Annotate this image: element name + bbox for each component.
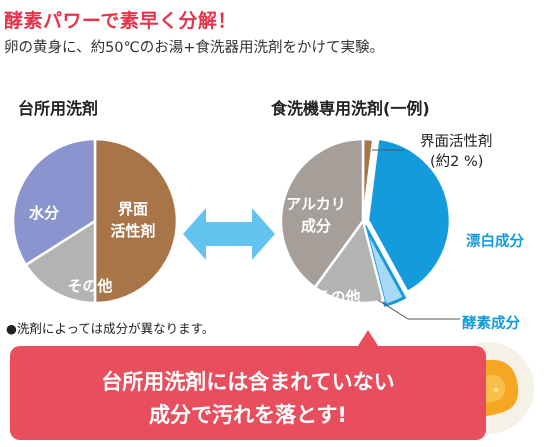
pie-slice-bleach — [366, 137, 452, 294]
pie-slice-other — [313, 218, 385, 305]
pie-slice-alkali — [279, 137, 365, 290]
banner-pointer — [356, 330, 380, 349]
callout-bleach-label: 漂白成分 — [466, 232, 524, 250]
banner-line-2: 成分で汚れを落とす! — [149, 403, 347, 427]
chart-title-kitchen-detergent: 台所用洗剤 — [18, 99, 99, 118]
callout-line-enzyme — [377, 299, 409, 320]
slice-label-surfactant: 界面 — [118, 200, 148, 218]
footnote: ●洗剤によっては成分が異なります。 — [6, 321, 215, 336]
headline: 酵素パワーで素早く分解！ — [4, 10, 237, 32]
chart-title-dishwasher-detergent: 食洗機専用洗剤(一例) — [271, 99, 430, 118]
pie-slice-water — [11, 137, 97, 267]
highlight-banner — [10, 346, 486, 440]
slice-label-other-right: その他 — [315, 288, 360, 306]
slice-label-other: その他 — [67, 277, 112, 295]
slice-label-surfactant-2: 活性剤 — [110, 222, 155, 240]
pie-slice-surfactant — [93, 137, 179, 305]
callout-enzyme-label: 酵素成分 — [462, 314, 520, 332]
slice-label-water: 水分 — [29, 204, 59, 222]
slice-label-alkali: アルカリ — [286, 195, 345, 213]
callout-surfactant-label: 界面活性剤 — [420, 133, 493, 150]
banner-line-1: 台所用洗剤には含まれていない — [101, 370, 395, 394]
subline: 卵の黄身に、約50℃のお湯+食洗器用洗剤をかけて実験。 — [4, 40, 384, 56]
slice-label-alkali-2: 成分 — [301, 217, 331, 235]
callout-surfactant-approx: (約2 %) — [430, 153, 483, 170]
pie-slice-other — [24, 218, 97, 305]
double-arrow-icon — [183, 208, 275, 260]
